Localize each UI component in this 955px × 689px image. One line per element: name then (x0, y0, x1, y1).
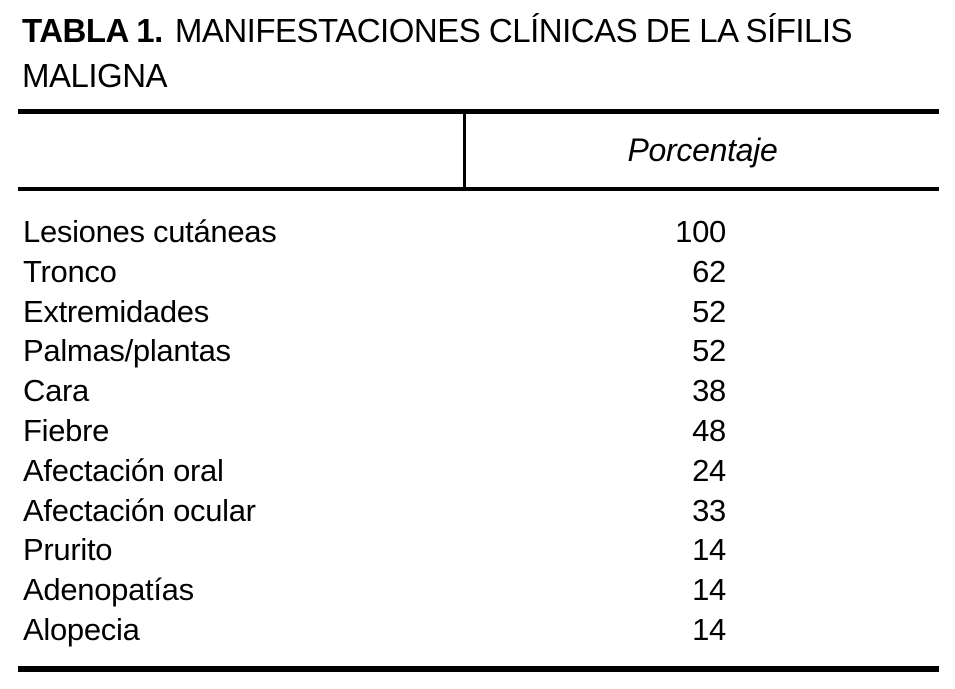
table-row: Adenopatías 14 (18, 570, 939, 610)
table-row: Afectación ocular 33 (18, 491, 939, 531)
row-value: 62 (692, 253, 726, 289)
table-row: Cara 38 (18, 371, 939, 411)
row-value: 38 (692, 373, 726, 409)
table-row: Palmas/plantas 52 (18, 331, 939, 371)
row-label: Fiebre (23, 412, 110, 448)
table-row: Tronco 62 (18, 252, 939, 292)
table-row: Afectación oral 24 (18, 451, 939, 491)
table-row: Lesiones cutáneas 100 (18, 212, 939, 252)
porcentaje-column-header: Porcentaje (627, 132, 778, 168)
row-label: Afectación ocular (23, 492, 256, 528)
row-value: 14 (692, 572, 726, 608)
row-label: Afectación oral (23, 452, 224, 488)
row-value: 48 (692, 412, 726, 448)
row-label: Adenopatías (23, 572, 194, 608)
row-label: Lesiones cutáneas (23, 214, 277, 249)
table-row: Extremidades 52 (18, 292, 939, 332)
table-title-text: MANIFESTACIONES CLÍNICAS DE LA SÍFILIS M… (22, 12, 853, 94)
top-rule (18, 109, 939, 114)
row-value: 33 (692, 492, 726, 528)
row-value: 14 (692, 611, 726, 647)
row-label: Cara (23, 373, 89, 409)
row-label: Extremidades (23, 293, 209, 329)
row-value: 24 (692, 452, 726, 488)
table-row: Prurito 14 (18, 530, 939, 570)
row-value: 14 (692, 532, 726, 568)
table-number-label: TABLA 1. (22, 12, 163, 49)
row-value: 52 (692, 333, 726, 369)
table-row: Fiebre 48 (18, 411, 939, 451)
table-body: Lesiones cutáneas 100 Tronco 62 Extremid… (18, 212, 939, 650)
bottom-rule (18, 666, 939, 672)
header-rule (18, 187, 939, 191)
row-label: Tronco (23, 253, 117, 289)
table-row: Alopecia 14 (18, 610, 939, 650)
row-label: Alopecia (23, 611, 140, 647)
table-header-row: Porcentaje (18, 114, 939, 187)
row-value: 52 (692, 293, 726, 329)
empty-header-cell (18, 114, 466, 187)
row-value: 100 (675, 214, 726, 249)
table-title: TABLA 1. MANIFESTACIONES CLÍNICAS DE LA S… (22, 8, 907, 98)
row-label: Prurito (23, 532, 113, 568)
row-label: Palmas/plantas (23, 333, 231, 369)
